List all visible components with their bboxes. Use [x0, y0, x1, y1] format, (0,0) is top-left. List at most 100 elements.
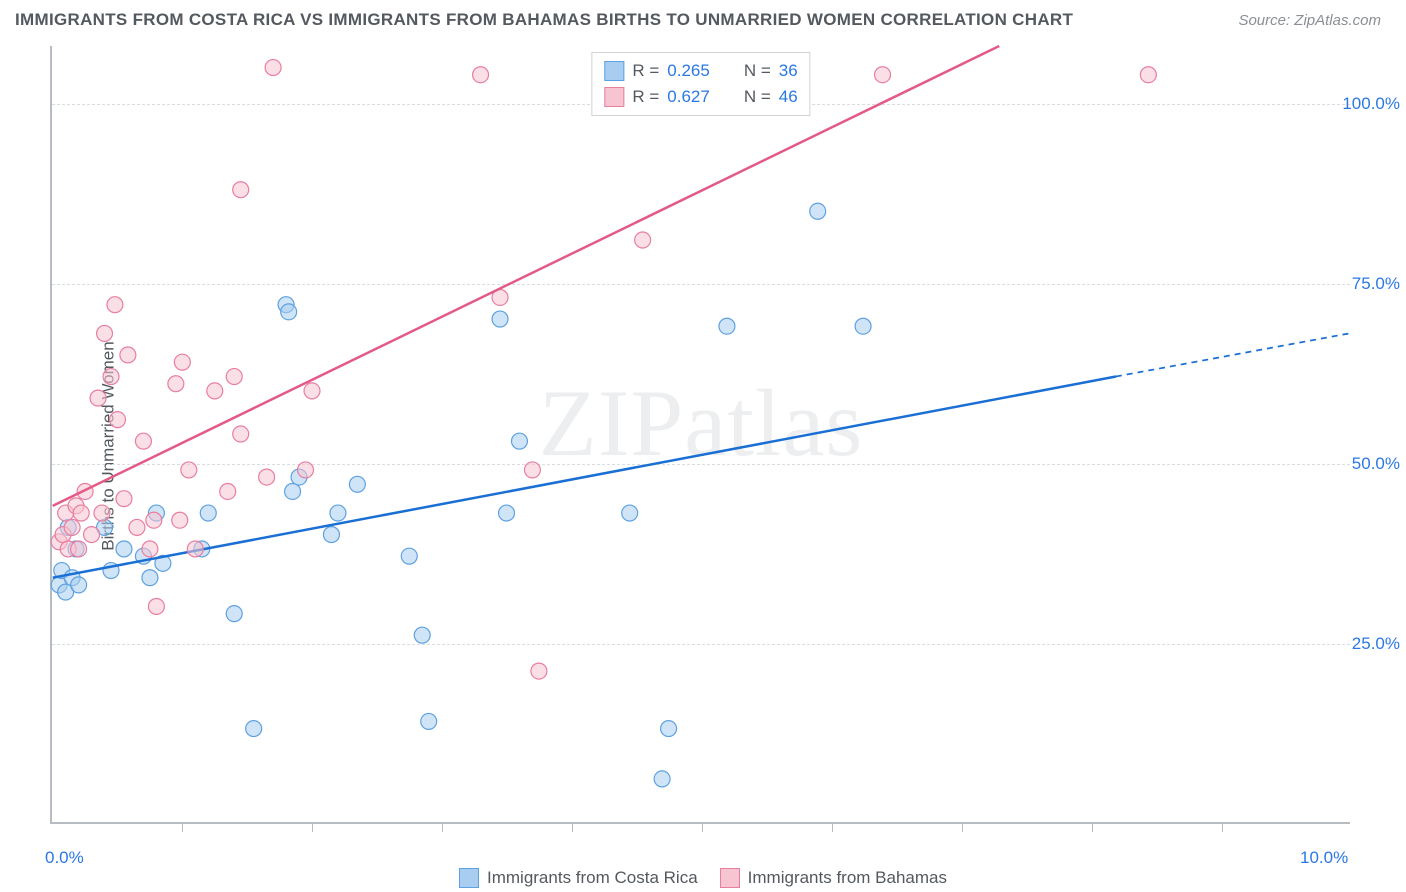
data-point-costa_rica: [285, 484, 301, 500]
r-value-bahamas: 0.627: [667, 84, 710, 110]
series-label-costa-rica: Immigrants from Costa Rica: [487, 868, 698, 888]
source-label: Source: ZipAtlas.com: [1238, 12, 1381, 29]
x-tick: [182, 822, 183, 832]
data-point-bahamas: [174, 354, 190, 370]
n-value-costa-rica: 36: [779, 58, 798, 84]
data-point-costa_rica: [323, 527, 339, 543]
data-point-bahamas: [135, 433, 151, 449]
x-tick-label: 10.0%: [1300, 848, 1348, 868]
legend-item-bahamas: Immigrants from Bahamas: [720, 868, 947, 888]
data-point-bahamas: [226, 369, 242, 385]
data-point-costa_rica: [200, 505, 216, 521]
data-point-costa_rica: [330, 505, 346, 521]
x-tick: [702, 822, 703, 832]
data-point-bahamas: [168, 376, 184, 392]
data-point-bahamas: [107, 297, 123, 313]
data-point-costa_rica: [142, 570, 158, 586]
data-point-costa_rica: [661, 721, 677, 737]
data-point-costa_rica: [349, 476, 365, 492]
chart-title: IMMIGRANTS FROM COSTA RICA VS IMMIGRANTS…: [15, 10, 1073, 30]
data-point-bahamas: [635, 232, 651, 248]
data-point-bahamas: [304, 383, 320, 399]
data-point-bahamas: [94, 505, 110, 521]
data-point-costa_rica: [654, 771, 670, 787]
data-point-bahamas: [265, 60, 281, 76]
n-label: N =: [744, 84, 771, 110]
trend-line-costa_rica: [53, 377, 1116, 578]
data-point-bahamas: [473, 67, 489, 83]
chart-canvas: [52, 46, 1350, 822]
data-point-bahamas: [71, 541, 87, 557]
r-label: R =: [632, 84, 659, 110]
data-point-costa_rica: [116, 541, 132, 557]
plot-area: ZIPatlas R = 0.265 N = 36 R = 0.627 N = …: [50, 46, 1350, 824]
data-point-bahamas: [181, 462, 197, 478]
legend-row-costa-rica: R = 0.265 N = 36: [604, 58, 797, 84]
data-point-bahamas: [120, 347, 136, 363]
data-point-costa_rica: [71, 577, 87, 593]
x-tick: [962, 822, 963, 832]
data-point-bahamas: [259, 469, 275, 485]
data-point-bahamas: [172, 512, 188, 528]
data-point-bahamas: [103, 369, 119, 385]
data-point-bahamas: [1140, 67, 1156, 83]
data-point-bahamas: [116, 491, 132, 507]
data-point-costa_rica: [622, 505, 638, 521]
data-point-costa_rica: [421, 713, 437, 729]
x-tick: [1092, 822, 1093, 832]
swatch-costa-rica: [604, 61, 624, 81]
y-tick-label: 100.0%: [1340, 94, 1400, 114]
y-tick-label: 50.0%: [1340, 454, 1400, 474]
n-value-bahamas: 46: [779, 84, 798, 110]
y-tick-label: 75.0%: [1340, 274, 1400, 294]
legend-item-costa-rica: Immigrants from Costa Rica: [459, 868, 698, 888]
data-point-bahamas: [220, 484, 236, 500]
r-label: R =: [632, 58, 659, 84]
y-tick-label: 25.0%: [1340, 634, 1400, 654]
legend-row-bahamas: R = 0.627 N = 46: [604, 84, 797, 110]
data-point-bahamas: [90, 390, 106, 406]
data-point-bahamas: [73, 505, 89, 521]
data-point-bahamas: [524, 462, 540, 478]
data-point-bahamas: [207, 383, 223, 399]
data-point-costa_rica: [246, 721, 262, 737]
x-tick: [1222, 822, 1223, 832]
series-legend: Immigrants from Costa Rica Immigrants fr…: [459, 868, 947, 888]
data-point-bahamas: [84, 527, 100, 543]
data-point-bahamas: [233, 426, 249, 442]
data-point-costa_rica: [401, 548, 417, 564]
x-tick: [312, 822, 313, 832]
data-point-bahamas: [233, 182, 249, 198]
data-point-costa_rica: [810, 203, 826, 219]
data-point-bahamas: [187, 541, 203, 557]
data-point-bahamas: [531, 663, 547, 679]
n-label: N =: [744, 58, 771, 84]
data-point-bahamas: [875, 67, 891, 83]
data-point-bahamas: [97, 325, 113, 341]
data-point-costa_rica: [226, 606, 242, 622]
correlation-legend: R = 0.265 N = 36 R = 0.627 N = 46: [591, 52, 810, 116]
x-tick-label: 0.0%: [45, 848, 84, 868]
data-point-costa_rica: [719, 318, 735, 334]
swatch-bahamas: [720, 868, 740, 888]
data-point-bahamas: [146, 512, 162, 528]
data-point-costa_rica: [414, 627, 430, 643]
x-tick: [832, 822, 833, 832]
data-point-costa_rica: [855, 318, 871, 334]
data-point-costa_rica: [492, 311, 508, 327]
data-point-costa_rica: [511, 433, 527, 449]
data-point-costa_rica: [499, 505, 515, 521]
r-value-costa-rica: 0.265: [667, 58, 710, 84]
x-tick: [442, 822, 443, 832]
data-point-bahamas: [148, 598, 164, 614]
swatch-bahamas: [604, 87, 624, 107]
trend-line-extrapolated-costa_rica: [1116, 333, 1349, 376]
x-tick: [572, 822, 573, 832]
data-point-bahamas: [64, 519, 80, 535]
data-point-bahamas: [129, 519, 145, 535]
series-label-bahamas: Immigrants from Bahamas: [748, 868, 947, 888]
swatch-costa-rica: [459, 868, 479, 888]
data-point-bahamas: [110, 412, 126, 428]
data-point-bahamas: [298, 462, 314, 478]
data-point-costa_rica: [281, 304, 297, 320]
